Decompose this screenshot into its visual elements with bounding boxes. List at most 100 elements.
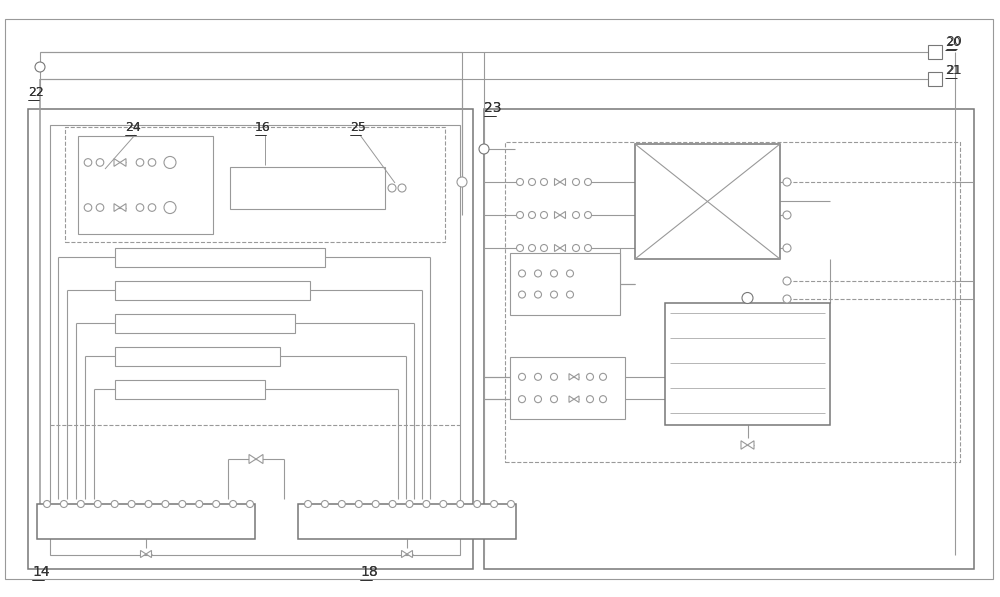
Circle shape: [321, 500, 328, 507]
Text: 16: 16: [255, 121, 271, 134]
Circle shape: [491, 500, 498, 507]
Circle shape: [783, 211, 791, 219]
Circle shape: [586, 373, 594, 380]
Circle shape: [128, 500, 135, 507]
Circle shape: [304, 500, 312, 507]
Circle shape: [516, 245, 524, 251]
Polygon shape: [560, 179, 565, 186]
Circle shape: [474, 500, 481, 507]
Polygon shape: [120, 204, 126, 211]
Circle shape: [230, 500, 237, 507]
Circle shape: [600, 396, 606, 402]
Circle shape: [600, 373, 606, 380]
Circle shape: [213, 500, 220, 507]
Text: 23: 23: [484, 101, 502, 115]
Polygon shape: [560, 244, 565, 251]
Circle shape: [783, 178, 791, 186]
Text: 22: 22: [28, 86, 44, 99]
Circle shape: [572, 245, 580, 251]
Circle shape: [406, 500, 413, 507]
Circle shape: [550, 291, 558, 298]
Bar: [115, 347, 280, 366]
Bar: [50, 125, 460, 555]
Circle shape: [96, 159, 104, 166]
Bar: [635, 144, 780, 259]
Circle shape: [246, 500, 254, 507]
Circle shape: [440, 500, 447, 507]
Text: 20: 20: [946, 35, 962, 48]
Bar: [928, 72, 942, 86]
Circle shape: [518, 373, 526, 380]
Bar: [78, 136, 213, 234]
Circle shape: [372, 500, 379, 507]
Circle shape: [84, 204, 92, 211]
Bar: [505, 142, 960, 462]
Text: 24: 24: [125, 121, 141, 134]
Circle shape: [136, 204, 144, 211]
Circle shape: [388, 184, 396, 192]
Bar: [510, 357, 625, 419]
Circle shape: [518, 270, 526, 277]
Polygon shape: [569, 396, 574, 402]
Text: 21: 21: [946, 64, 962, 77]
Polygon shape: [554, 179, 560, 186]
Circle shape: [584, 245, 592, 251]
Text: 14: 14: [32, 565, 50, 579]
Circle shape: [584, 179, 592, 186]
Circle shape: [572, 211, 580, 219]
Circle shape: [35, 62, 45, 72]
Polygon shape: [569, 374, 574, 380]
Bar: [115, 380, 265, 399]
Bar: [28, 109, 473, 569]
Circle shape: [550, 396, 558, 402]
Bar: [928, 45, 942, 59]
Circle shape: [518, 291, 526, 298]
Polygon shape: [402, 550, 407, 558]
Polygon shape: [741, 441, 748, 449]
Text: 25: 25: [350, 121, 366, 134]
Circle shape: [355, 500, 362, 507]
Circle shape: [534, 270, 542, 277]
Bar: [510, 253, 620, 315]
Circle shape: [111, 500, 118, 507]
Bar: [37, 504, 255, 539]
Polygon shape: [249, 454, 256, 463]
Bar: [230, 167, 385, 209]
Text: 16: 16: [255, 121, 271, 134]
Circle shape: [96, 204, 104, 211]
Circle shape: [566, 270, 574, 277]
Circle shape: [179, 500, 186, 507]
Circle shape: [148, 204, 156, 211]
Circle shape: [534, 373, 542, 380]
Circle shape: [572, 179, 580, 186]
Polygon shape: [560, 211, 565, 219]
Circle shape: [60, 500, 67, 507]
Polygon shape: [146, 550, 152, 558]
Circle shape: [742, 293, 753, 303]
Circle shape: [479, 144, 489, 154]
Circle shape: [508, 500, 515, 507]
Circle shape: [783, 244, 791, 252]
Circle shape: [94, 500, 101, 507]
Polygon shape: [554, 211, 560, 219]
Text: 23: 23: [484, 101, 502, 115]
Text: 22: 22: [28, 86, 44, 99]
Circle shape: [540, 211, 548, 219]
Bar: [65, 127, 445, 242]
Circle shape: [44, 500, 50, 507]
Circle shape: [528, 245, 536, 251]
Bar: [298, 504, 516, 539]
Circle shape: [164, 202, 176, 214]
Polygon shape: [574, 374, 579, 380]
Circle shape: [77, 500, 84, 507]
Circle shape: [550, 270, 558, 277]
Circle shape: [145, 500, 152, 507]
Circle shape: [528, 179, 536, 186]
Bar: [665, 303, 830, 425]
Circle shape: [516, 179, 524, 186]
Circle shape: [586, 396, 594, 402]
Text: 14: 14: [32, 565, 50, 579]
Circle shape: [389, 500, 396, 507]
Bar: [115, 314, 295, 333]
Circle shape: [164, 156, 176, 168]
